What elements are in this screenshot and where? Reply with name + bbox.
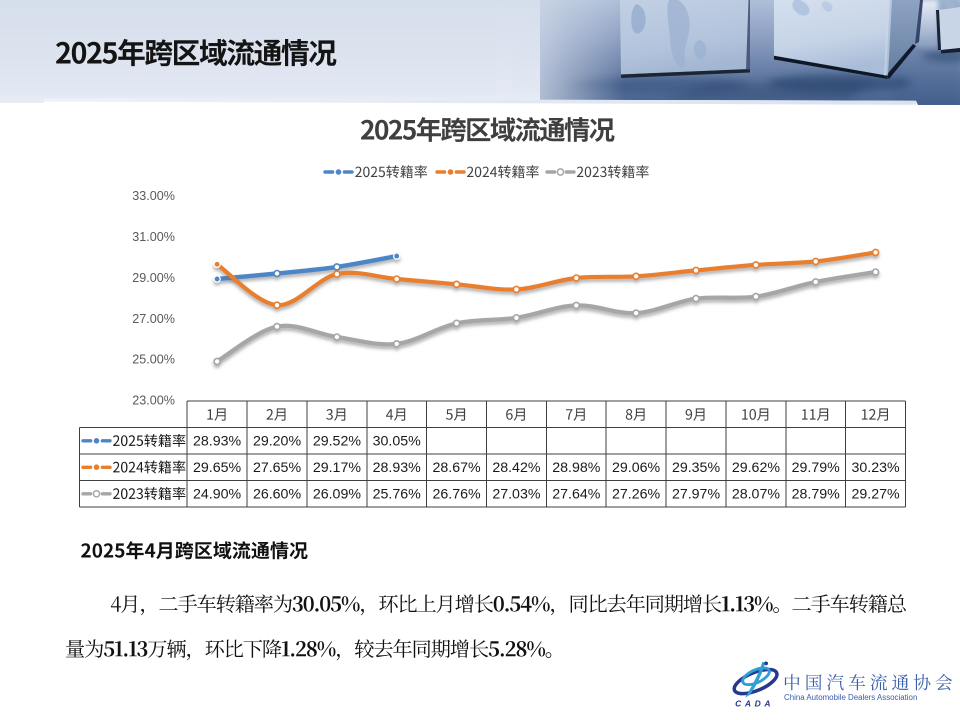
svg-text:29.27%: 29.27% [852,486,901,502]
svg-text:CADA: CADA [735,698,774,708]
svg-text:25.00%: 25.00% [132,353,175,367]
svg-text:28.79%: 28.79% [792,486,841,502]
svg-text:29.62%: 29.62% [732,460,781,476]
svg-text:24.90%: 24.90% [193,486,242,502]
svg-text:27.97%: 27.97% [672,486,721,502]
svg-text:23.00%: 23.00% [132,394,175,408]
svg-text:25.76%: 25.76% [373,486,422,502]
svg-text:29.35%: 29.35% [672,460,721,476]
svg-text:29.79%: 29.79% [792,460,841,476]
svg-text:27.00%: 27.00% [132,312,175,326]
svg-text:30.05%: 30.05% [373,433,422,449]
svg-text:28.42%: 28.42% [492,460,541,476]
svg-text:29.20%: 29.20% [253,433,302,449]
svg-text:27.03%: 27.03% [492,486,541,502]
svg-text:27.64%: 27.64% [552,486,601,502]
svg-text:27.26%: 27.26% [612,486,661,502]
svg-text:28.98%: 28.98% [552,460,601,476]
svg-text:28.67%: 28.67% [433,460,482,476]
svg-text:29.06%: 29.06% [612,460,661,476]
svg-text:29.00%: 29.00% [132,271,175,285]
svg-text:26.60%: 26.60% [253,486,302,502]
svg-text:26.09%: 26.09% [313,486,362,502]
svg-text:29.52%: 29.52% [313,433,362,449]
svg-text:27.65%: 27.65% [253,460,302,476]
svg-text:33.00%: 33.00% [132,189,175,203]
svg-text:China Automobile Dealers Assoc: China Automobile Dealers Association [784,693,917,702]
svg-text:30.23%: 30.23% [852,460,901,476]
svg-text:28.93%: 28.93% [193,433,242,449]
svg-text:29.17%: 29.17% [313,460,362,476]
svg-text:29.65%: 29.65% [193,460,242,476]
svg-text:26.76%: 26.76% [433,486,482,502]
svg-text:28.07%: 28.07% [732,486,781,502]
svg-text:28.93%: 28.93% [373,460,422,476]
svg-text:31.00%: 31.00% [132,230,175,244]
